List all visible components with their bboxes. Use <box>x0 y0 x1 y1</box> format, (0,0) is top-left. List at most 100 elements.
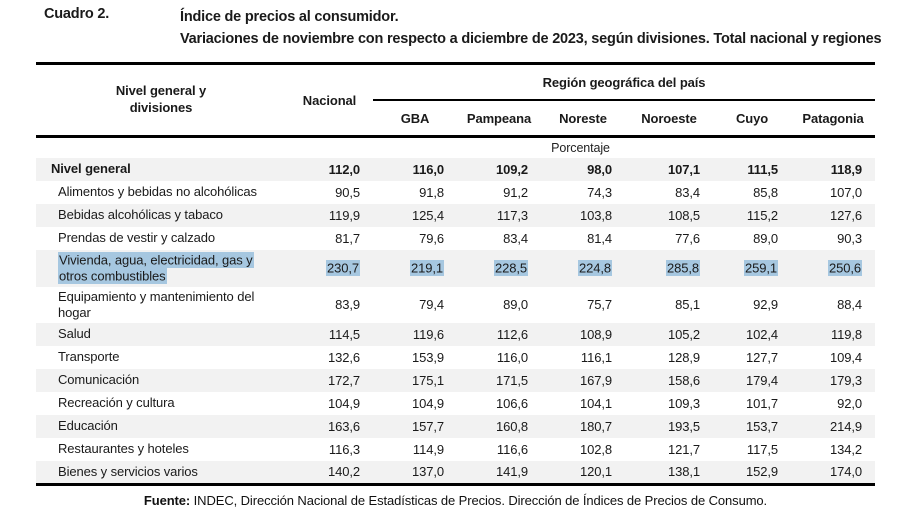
value-cell: 116,0 <box>496 350 528 365</box>
table-row: Salud 114,5 119,6 112,6 108,9 105,2 102,4 119,8 <box>36 323 876 346</box>
table-row: Restaurantes y hoteles 116,3 114,9 116,6 102… <box>36 438 875 461</box>
value-cell: 111,5 <box>747 162 778 177</box>
value-cell: 138,1 <box>667 464 700 480</box>
table-row: Recreación y cultura 104,9 104,9 106,6 104,1… <box>36 392 875 415</box>
value-cell: 74,3 <box>587 185 612 200</box>
value-cell: 102,8 <box>579 442 612 457</box>
value-cell: 83,4 <box>503 231 528 246</box>
value-cell: 230,7 <box>286 250 373 287</box>
value-cell: 104,1 <box>579 396 612 411</box>
source-text: INDEC, Dirección Nacional de Estadística… <box>190 492 768 508</box>
selected-text: 228,5 <box>493 260 528 277</box>
table-row: Alimentos y bebidas no alcohólicas 90,5 91… <box>36 181 875 204</box>
region-column-header-patagonia: Patagonia <box>802 110 864 126</box>
value-cell: 160,8 <box>495 419 528 434</box>
value-cell: 89,0 <box>753 231 778 246</box>
value-cell: 105,2 <box>667 327 700 342</box>
value-cell: 127,6 <box>830 208 863 223</box>
row-label: Comunicación <box>58 372 140 388</box>
value-cell: 132,6 <box>327 350 360 365</box>
value-cell: 153,7 <box>745 419 778 434</box>
value-cell: 259,1 <box>713 250 791 287</box>
selected-text: 285,8 <box>665 260 700 277</box>
selected-text: 224,8 <box>577 260 612 277</box>
value-cell: 114,9 <box>412 442 444 457</box>
value-cell: 180,7 <box>579 419 612 434</box>
value-cell: 108,9 <box>579 327 612 342</box>
value-cell: 75,7 <box>587 297 612 313</box>
value-cell: 77,6 <box>675 231 700 246</box>
source-note: Fuente: INDEC, Dirección Nacional de Est… <box>36 493 875 508</box>
value-cell: 141,9 <box>495 464 528 480</box>
value-cell: 172,7 <box>327 373 360 388</box>
value-cell: 114,5 <box>328 327 360 342</box>
table-row: Equipamiento y mantenimiento del hogar 83… <box>36 287 875 324</box>
table-row: Bebidas alcohólicas y tabaco 119,9 125,4 11… <box>36 204 876 227</box>
value-cell: 175,1 <box>411 373 444 388</box>
row-label: Nivel general <box>51 161 131 177</box>
column-header-nacional: Nacional <box>302 92 357 108</box>
value-cell: 85,1 <box>675 297 700 313</box>
value-cell: 117,5 <box>746 442 778 457</box>
table-title-block: Cuadro 2. Índice de precios al consumido… <box>0 0 906 48</box>
selected-text: 230,7 <box>325 260 360 277</box>
value-cell: 90,5 <box>335 185 360 200</box>
value-cell: 119,9 <box>328 208 360 223</box>
value-cell: 157,7 <box>411 419 444 434</box>
value-cell: 121,7 <box>667 442 700 457</box>
value-cell: 117,3 <box>496 208 528 223</box>
value-cell: 193,5 <box>667 419 700 434</box>
value-cell: 102,4 <box>745 327 778 342</box>
value-cell: 119,6 <box>412 327 444 342</box>
ipc-table: Nivel general y divisiones Nacional Regi… <box>36 62 876 486</box>
table-row: Educación 163,6 157,7 160,8 180,7 193,5 153,7 2… <box>36 415 876 438</box>
unit-row-spacer <box>36 136 286 158</box>
value-cell: 83,9 <box>335 297 360 313</box>
value-cell: 109,3 <box>667 396 700 411</box>
value-cell: 92,9 <box>753 297 778 313</box>
value-cell: 81,4 <box>587 231 612 246</box>
value-cell: 171,5 <box>495 373 528 388</box>
value-cell: 250,6 <box>791 250 875 287</box>
selected-text: 250,6 <box>828 260 863 277</box>
region-column-header-noroeste: Noroeste <box>641 110 697 126</box>
table-row: Bienes y servicios varios 140,2 137,0 141,9… <box>36 461 876 484</box>
value-cell: 125,4 <box>411 208 444 223</box>
row-label: Bienes y servicios varios <box>58 463 198 479</box>
value-cell: 118,9 <box>830 162 863 177</box>
value-cell: 137,0 <box>411 464 444 480</box>
value-cell: 103,8 <box>579 208 612 223</box>
table-row: Transporte 132,6 153,9 116,0 116,1 128,9 127,7… <box>36 346 875 369</box>
value-cell: 109,2 <box>495 162 528 177</box>
value-cell: 128,9 <box>667 350 700 365</box>
region-group-header: Región geográfica del país <box>373 63 876 101</box>
value-cell: 116,1 <box>580 350 612 365</box>
value-cell: 107,0 <box>830 185 863 200</box>
row-label: Restaurantes y hoteles <box>58 441 189 457</box>
table-number: Cuadro 2. <box>44 6 110 22</box>
region-column-header-pampeana: Pampeana <box>466 110 532 126</box>
value-cell: 219,1 <box>373 250 457 287</box>
value-cell: 108,5 <box>667 208 700 223</box>
unit-row: Porcentaje <box>36 136 876 158</box>
value-cell: 153,9 <box>411 350 444 365</box>
row-label: Recreación y cultura <box>58 395 175 411</box>
value-cell: 174,0 <box>830 464 863 480</box>
value-cell: 104,9 <box>411 396 444 411</box>
table-row: Nivel general 112,0 116,0 109,2 98,0 107,1 111… <box>36 158 876 181</box>
value-cell: 101,7 <box>745 396 778 411</box>
row-label: Vivienda, agua, electricidad, gas y otro… <box>36 250 286 287</box>
value-cell: 140,2 <box>327 464 360 480</box>
value-cell: 89,0 <box>503 297 528 313</box>
value-cell: 224,8 <box>541 250 625 287</box>
table-row: Comunicación 172,7 175,1 171,5 167,9 158,6 179… <box>36 369 876 392</box>
value-cell: 115,2 <box>746 208 778 223</box>
value-cell: 285,8 <box>625 250 713 287</box>
row-label: Alimentos y bebidas no alcohólicas <box>58 184 257 200</box>
table-row: Vivienda, agua, electricidad, gas y otro… <box>36 250 876 287</box>
region-column-header-gba: GBA <box>400 110 430 126</box>
table-header: Nivel general y divisiones Nacional Regi… <box>36 63 876 137</box>
value-cell: 79,6 <box>419 231 444 246</box>
value-cell: 127,7 <box>745 350 778 365</box>
row-label: Educación <box>58 418 118 434</box>
